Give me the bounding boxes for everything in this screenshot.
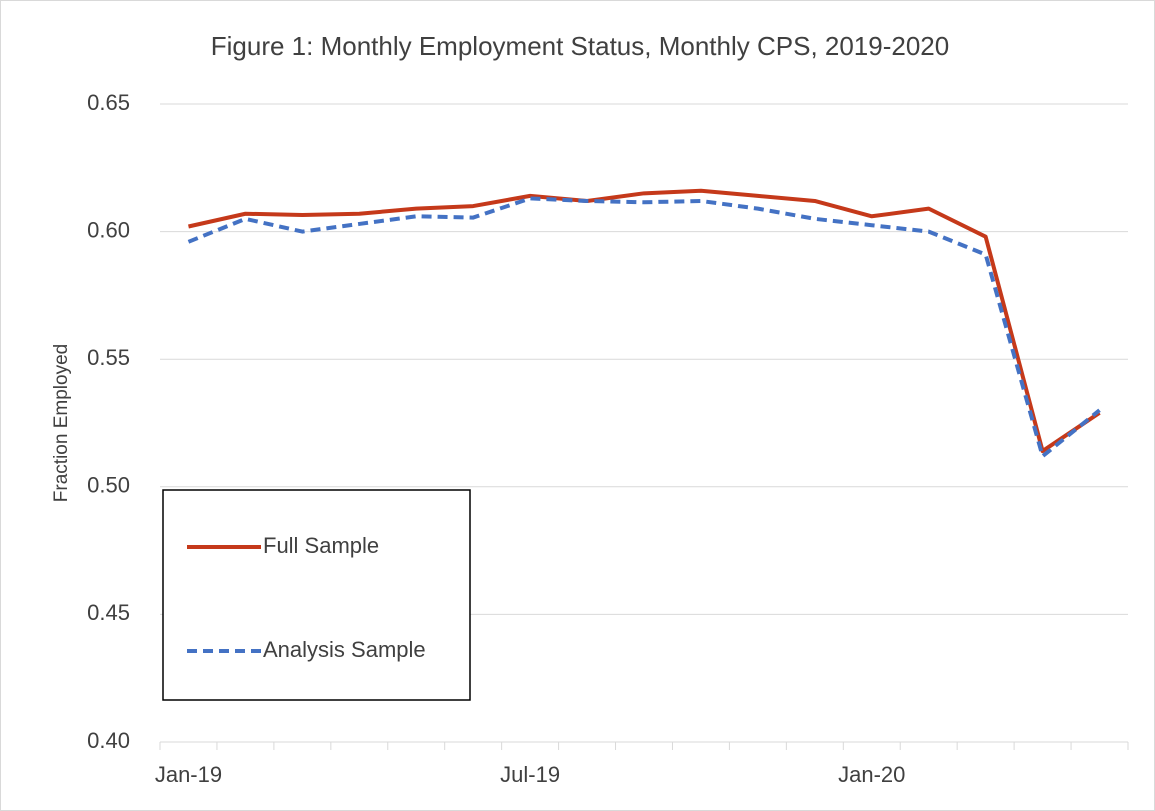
legend-label: Full Sample — [263, 533, 379, 558]
legend: Full Sample Analysis Sample — [162, 489, 471, 701]
series-line — [187, 196, 1101, 459]
y-tick-label: 0.60 — [87, 217, 130, 242]
y-tick-label: 0.40 — [87, 728, 130, 753]
chart-title: Figure 1: Monthly Employment Status, Mon… — [211, 31, 949, 61]
y-tick-label: 0.45 — [87, 600, 130, 625]
legend-label: Analysis Sample — [263, 637, 426, 662]
y-tick-label: 0.55 — [87, 345, 130, 370]
x-tick-label: Jul-19 — [500, 762, 560, 787]
y-tick-label: 0.50 — [87, 473, 130, 498]
x-tick-label: Jan-20 — [838, 762, 905, 787]
y-axis-title: Fraction Employed — [51, 344, 72, 502]
y-tick-label: 0.65 — [87, 90, 130, 115]
series-line — [188, 188, 1101, 454]
x-tick-label: Jan-19 — [155, 762, 222, 787]
legend-box — [162, 489, 471, 701]
